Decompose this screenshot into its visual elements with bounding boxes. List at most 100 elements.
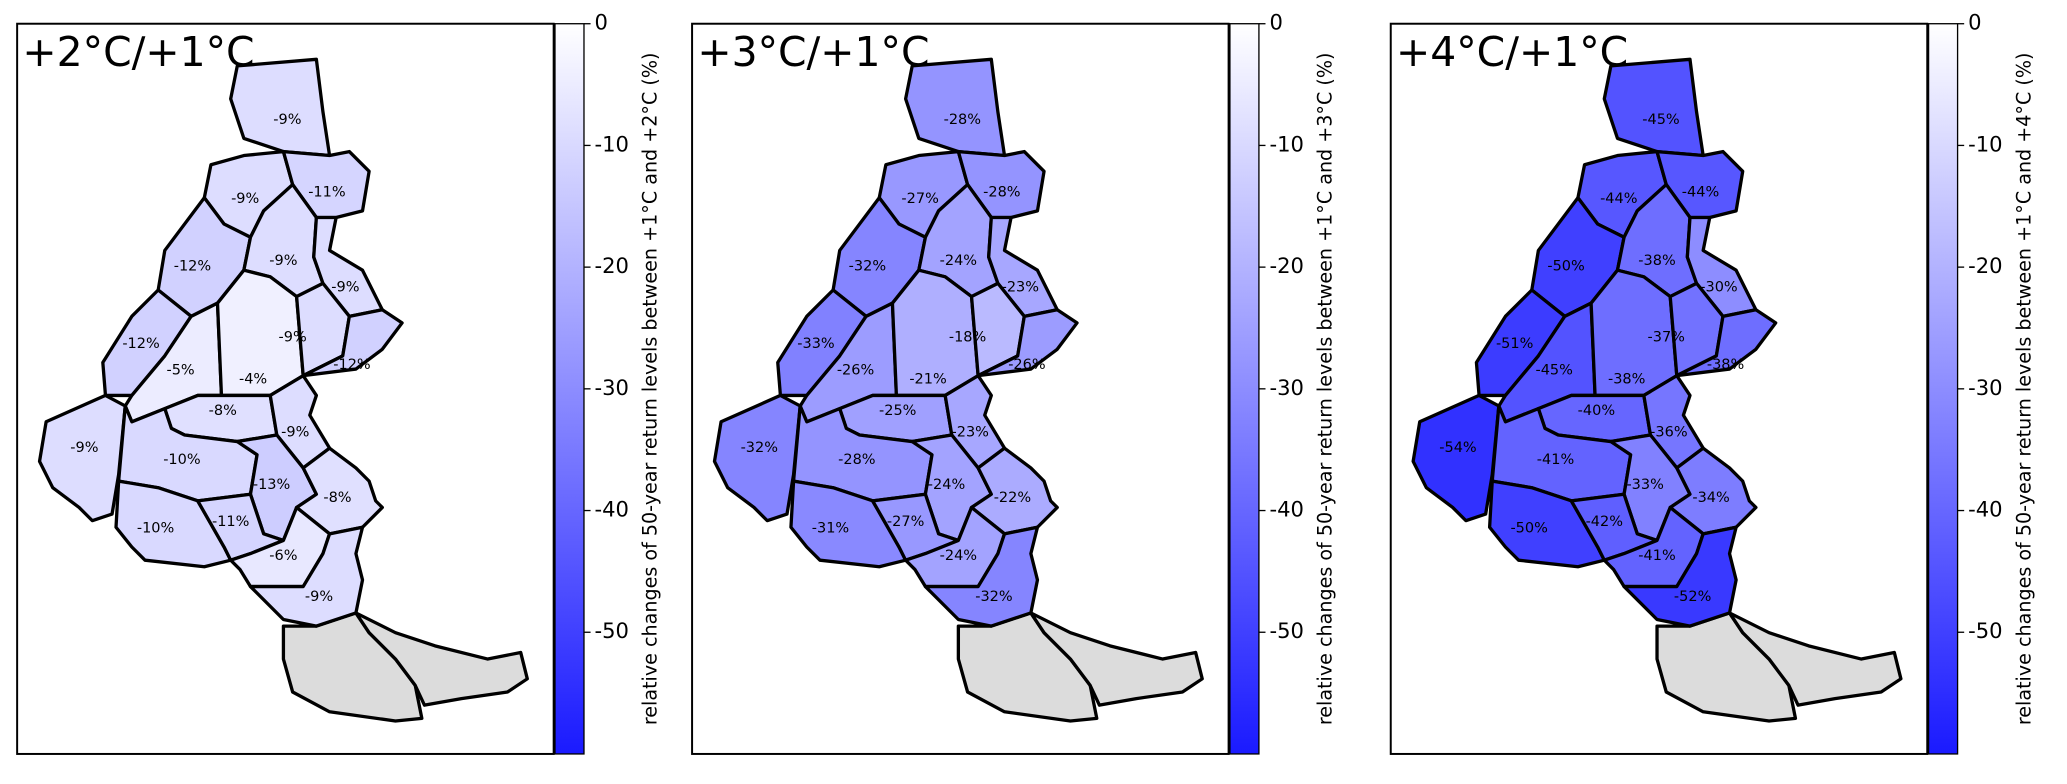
region-label: -54% xyxy=(1439,440,1476,456)
colorbar-tick-label: -40 xyxy=(595,497,629,522)
region-label: -36% xyxy=(1650,424,1687,440)
region-label: -31% xyxy=(812,521,849,537)
colorbar-tick-label: -10 xyxy=(1269,131,1303,156)
region-label: -9% xyxy=(273,112,301,128)
panel: -9% -9% -11% -12% -9% -9% -12% -5% -4% -9% -12% -8%… xyxy=(16,10,662,755)
region-label: -4% xyxy=(239,372,267,388)
region-label: -32% xyxy=(975,589,1012,605)
region-label: -24% xyxy=(940,253,977,269)
region-label: -33% xyxy=(1626,477,1663,493)
colorbar-tick-label: 0 xyxy=(1269,10,1282,35)
colorbar xyxy=(1927,23,1959,755)
region xyxy=(789,479,908,569)
colorbar xyxy=(554,23,585,755)
region-label: -41% xyxy=(1638,548,1675,564)
region-label: -9% xyxy=(269,253,297,269)
region-label: -12% xyxy=(122,336,159,352)
region-label: -9% xyxy=(279,329,307,345)
region xyxy=(1602,57,1705,158)
region-label: -9% xyxy=(331,279,359,295)
region xyxy=(976,308,1079,378)
colorbar-tick-label: -40 xyxy=(1968,497,2002,522)
region-label: -32% xyxy=(741,440,778,456)
region-label: -9% xyxy=(231,191,259,207)
region-label: -12% xyxy=(174,258,211,274)
colorbar-tick-label: -20 xyxy=(1968,253,2002,278)
region-label: -44% xyxy=(1600,191,1637,207)
region-label: -52% xyxy=(1674,589,1711,605)
region xyxy=(301,308,404,378)
region-label: -26% xyxy=(837,362,874,378)
region-label: -10% xyxy=(163,452,200,468)
colorbar-tick-label: -10 xyxy=(595,131,629,156)
colorbar-label: relative changes of 50-year return level… xyxy=(639,53,662,726)
region-label: -50% xyxy=(1547,258,1584,274)
region xyxy=(1668,446,1758,536)
region-label: -50% xyxy=(1510,521,1547,537)
region xyxy=(1411,393,1501,523)
region xyxy=(1622,525,1738,628)
region-label: -24% xyxy=(928,477,965,493)
region-label: -11% xyxy=(212,514,249,530)
region-label: -45% xyxy=(1535,362,1572,378)
region-label: -34% xyxy=(1692,490,1729,506)
region-label: -28% xyxy=(838,452,875,468)
region-label: -5% xyxy=(166,362,194,378)
colorbar-tick-label: -20 xyxy=(1269,253,1303,278)
colorbar-label: relative changes of 50-year return level… xyxy=(1314,53,1337,726)
panel: -45%-44% -44%-50% -38%-30%-51%-45%-38%-37%… xyxy=(1389,10,2035,755)
region-label: -32% xyxy=(849,258,886,274)
region-label: -12% xyxy=(333,357,370,373)
region-label: -27% xyxy=(901,191,938,207)
region-label: -51% xyxy=(1496,336,1533,352)
region-label: -9% xyxy=(70,440,98,456)
region-label: -24% xyxy=(940,548,977,564)
region-label: -13% xyxy=(253,477,290,493)
colorbar-tick-label: 0 xyxy=(1968,10,1981,35)
region-label: -21% xyxy=(909,372,946,388)
region xyxy=(114,479,233,569)
region-label: -9% xyxy=(305,589,333,605)
panel-title: +3°C/+1°C xyxy=(697,28,929,76)
colorbar-tick-label: -50 xyxy=(595,618,629,643)
region xyxy=(969,446,1059,536)
region-label: -37% xyxy=(1648,329,1685,345)
region-label: -30% xyxy=(1700,279,1737,295)
panel-title: +2°C/+1°C xyxy=(22,28,254,76)
region xyxy=(1675,308,1778,378)
region xyxy=(294,446,384,536)
region-label: -40% xyxy=(1578,403,1615,419)
region-label: -38% xyxy=(1608,372,1645,388)
colorbar xyxy=(1229,23,1260,755)
region-label: -44% xyxy=(1682,184,1719,200)
region-label: -28% xyxy=(983,184,1020,200)
region-label: -27% xyxy=(887,514,924,530)
region-label: -38% xyxy=(1638,253,1675,269)
region-label: -25% xyxy=(879,403,916,419)
panel: -28%-27% -28%-32% -24%-23%-33%-26%-21%-18%… xyxy=(691,10,1337,755)
region xyxy=(37,393,127,523)
region-label: -38% xyxy=(1707,357,1744,373)
colorbar-label: relative changes of 50-year return level… xyxy=(2012,53,2035,726)
region-label: -10% xyxy=(137,521,174,537)
region-label: -41% xyxy=(1537,452,1574,468)
region-label: -6% xyxy=(269,548,297,564)
colorbar-tick-label: -50 xyxy=(1968,618,2002,643)
colorbar-tick-label: -30 xyxy=(1968,375,2002,400)
region-label: -42% xyxy=(1586,514,1623,530)
region xyxy=(903,57,1007,158)
region-label: -8% xyxy=(323,490,351,506)
region-label: -26% xyxy=(1008,357,1045,373)
colorbar-tick-label: -40 xyxy=(1269,497,1303,522)
region xyxy=(229,57,332,158)
region xyxy=(923,525,1040,628)
colorbar-tick-label: -30 xyxy=(1269,375,1303,400)
region-label: -23% xyxy=(952,424,989,440)
colorbar-tick-label: -30 xyxy=(595,375,629,400)
region xyxy=(712,393,802,523)
region-label: -33% xyxy=(797,336,834,352)
colorbar-tick-label: -10 xyxy=(1968,131,2002,156)
region-label: -45% xyxy=(1642,112,1679,128)
colorbar-tick-label: 0 xyxy=(595,10,608,35)
